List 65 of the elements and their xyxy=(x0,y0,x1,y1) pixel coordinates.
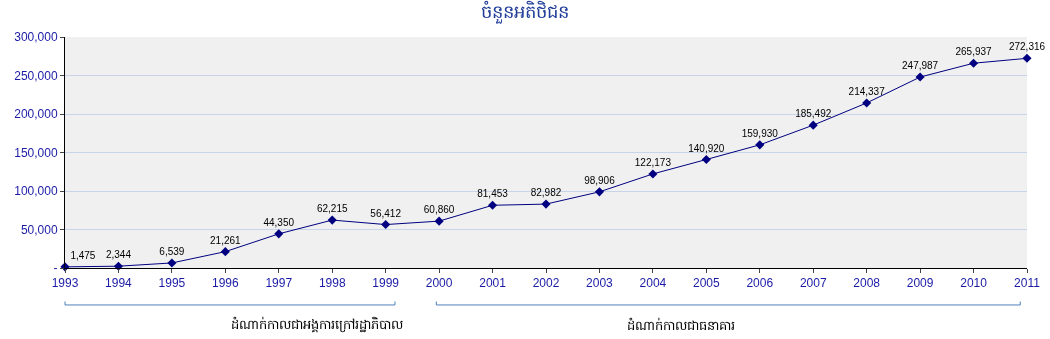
point xyxy=(701,154,711,165)
data-label: 247,987 xyxy=(902,60,939,72)
y-tick-label: 50,000 xyxy=(20,222,58,237)
data-label: 6,539 xyxy=(159,246,185,258)
x-tick-label: 2010 xyxy=(960,276,988,291)
data-label: 1,475 xyxy=(70,249,96,261)
data-label: 21,261 xyxy=(210,234,242,246)
data-label: 81,453 xyxy=(477,188,509,200)
x-tick-label: 2000 xyxy=(425,276,453,291)
x-tick-label: 1998 xyxy=(318,276,346,291)
x-tick-label: 1993 xyxy=(51,276,79,291)
point xyxy=(167,258,177,268)
x-tick-label: 2004 xyxy=(639,276,667,291)
data-label: 2,344 xyxy=(105,249,132,261)
x-tick-label: 2008 xyxy=(853,276,881,291)
x-tick-label: 1999 xyxy=(372,276,400,291)
y-tick-label: 200,000 xyxy=(14,107,58,122)
point xyxy=(327,215,337,225)
data-label: 265,937 xyxy=(955,46,993,58)
data-label: 56,412 xyxy=(370,207,402,219)
x-tick-label: 1997 xyxy=(265,276,293,291)
point xyxy=(862,98,872,108)
x-tick-label: 2001 xyxy=(479,276,507,291)
text: ដំណាក់កាលជាធនាគារ xyxy=(627,317,735,333)
x-tick-label: 2009 xyxy=(906,276,934,291)
point xyxy=(488,200,498,210)
data-label: 60,860 xyxy=(423,204,455,216)
point xyxy=(1022,53,1032,63)
point xyxy=(755,140,765,150)
x-tick-label: 2007 xyxy=(799,276,827,291)
y-tick-label: 300,000 xyxy=(14,30,58,45)
point xyxy=(648,169,658,179)
x-tick-label: 1995 xyxy=(158,276,186,291)
x-tick-label: 2005 xyxy=(692,276,720,291)
data-label: 272,316 xyxy=(1008,41,1046,53)
data-label: 82,982 xyxy=(530,187,562,199)
text: ដំណាក់កាលជាអង្គការក្រៅរដ្ឋាភិបាល xyxy=(231,316,403,333)
point xyxy=(220,247,230,257)
data-label: 62,215 xyxy=(316,203,348,215)
point xyxy=(969,58,979,68)
data-label: 185,492 xyxy=(795,108,832,120)
data-label: 98,906 xyxy=(584,174,616,186)
x-tick-label: 2002 xyxy=(532,276,560,291)
point xyxy=(808,120,818,130)
data-label: 122,173 xyxy=(634,157,672,169)
point xyxy=(434,216,444,226)
point xyxy=(541,199,551,209)
data-label: 214,337 xyxy=(848,86,886,98)
x-tick-label: 2006 xyxy=(746,276,774,291)
data-label: 159,930 xyxy=(741,127,779,139)
chart-title: ចំនួនអតិថិជន xyxy=(481,0,569,24)
x-tick-label: 1996 xyxy=(211,276,239,291)
x-tick-label: 2011 xyxy=(1014,276,1041,291)
y-tick-label: - xyxy=(53,261,58,276)
y-tick-label: 150,000 xyxy=(14,145,58,160)
y-tick-label: 250,000 xyxy=(14,68,58,83)
point xyxy=(274,229,284,239)
point xyxy=(594,187,604,197)
data-label: 44,350 xyxy=(263,216,295,228)
point xyxy=(381,220,391,230)
y-tick-label: 100,000 xyxy=(14,184,58,199)
data-label: 140,920 xyxy=(688,142,725,154)
point xyxy=(915,72,925,82)
x-tick-label: 1994 xyxy=(105,276,133,291)
x-tick-label: 2003 xyxy=(586,276,614,291)
